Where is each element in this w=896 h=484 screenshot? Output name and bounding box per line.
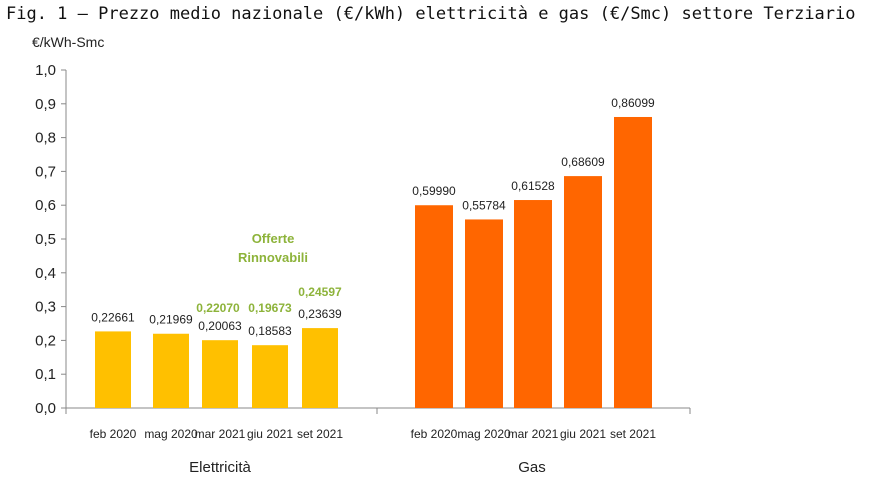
x-tick-label: mag 2020 xyxy=(457,427,511,441)
x-tick-label: feb 2020 xyxy=(411,427,458,441)
bar-gas-4 xyxy=(614,116,652,408)
data-label: 0,21969 xyxy=(149,313,193,327)
bar-gas-3 xyxy=(564,176,602,408)
bar-gas-2 xyxy=(514,200,552,408)
data-label: 0,18583 xyxy=(248,324,292,338)
bar-elettricità-2 xyxy=(202,340,238,408)
x-tick-label: mar 2021 xyxy=(195,427,246,441)
renewable-data-label: 0,22070 xyxy=(196,301,240,315)
y-tick-label: 1,0 xyxy=(35,62,56,79)
y-axis-label: €/kWh-Smc xyxy=(32,34,104,50)
x-tick-label: set 2021 xyxy=(297,427,343,441)
data-label: 0,68609 xyxy=(561,155,605,169)
data-label: 0,55784 xyxy=(462,198,506,212)
x-tick-label: mar 2021 xyxy=(508,427,559,441)
data-label: 0,22661 xyxy=(91,310,135,324)
data-label: 0,61528 xyxy=(511,179,555,193)
y-tick-label: 0,3 xyxy=(35,299,56,316)
y-tick-label: 0,0 xyxy=(35,400,56,417)
data-label: 0,23639 xyxy=(298,307,342,321)
y-tick-label: 0,7 xyxy=(35,163,56,180)
renewable-legend-line1: Offerte xyxy=(252,231,295,246)
renewable-legend-line2: Rinnovabili xyxy=(238,250,308,265)
data-label: 0,20063 xyxy=(198,319,242,333)
x-tick-label: set 2021 xyxy=(610,427,656,441)
chart-title: Fig. 1 – Prezzo medio nazionale (€/kWh) … xyxy=(6,4,856,24)
y-tick-label: 0,6 xyxy=(35,197,56,214)
y-tick-label: 0,4 xyxy=(35,265,56,282)
bar-elettricità-3 xyxy=(252,345,288,408)
y-tick-label: 0,1 xyxy=(35,366,56,383)
y-tick-label: 0,2 xyxy=(35,332,56,349)
renewable-data-label: 0,24597 xyxy=(298,285,342,299)
bar-gas-1 xyxy=(465,219,503,408)
bar-elettricità-4 xyxy=(302,328,338,408)
group-label: Elettricità xyxy=(189,459,251,476)
bar-gas-0 xyxy=(415,205,453,408)
x-tick-label: feb 2020 xyxy=(90,427,137,441)
x-tick-label: mag 2020 xyxy=(144,427,198,441)
x-tick-label: giu 2021 xyxy=(247,427,293,441)
data-label: 0,86099 xyxy=(611,96,655,110)
y-tick-label: 0,8 xyxy=(35,130,56,147)
y-tick-label: 0,9 xyxy=(35,96,56,113)
y-tick-label: 0,5 xyxy=(35,231,56,248)
data-label: 0,59990 xyxy=(412,184,456,198)
renewable-data-label: 0,19673 xyxy=(248,301,292,315)
group-label: Gas xyxy=(518,459,546,476)
x-tick-label: giu 2021 xyxy=(560,427,606,441)
bar-elettricità-1 xyxy=(153,333,189,408)
bar-elettricità-0 xyxy=(95,331,131,408)
